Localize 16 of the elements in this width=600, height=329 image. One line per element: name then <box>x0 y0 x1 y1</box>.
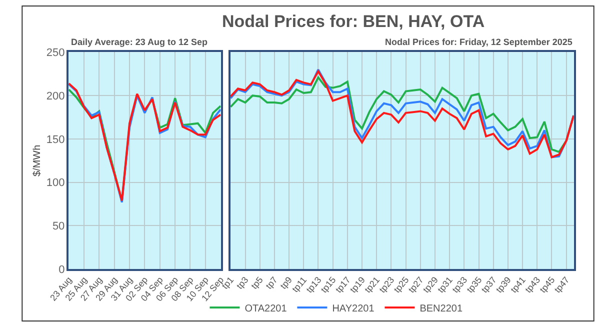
chart-subtitle: Daily Average: 23 Aug to 12 Sep <box>71 37 208 47</box>
legend-label: OTA2201 <box>244 303 288 314</box>
chart-subtitle: Nodal Prices for: Friday, 12 September 2025 <box>385 37 572 47</box>
legend-label: HAY2201 <box>332 303 375 314</box>
x-tick-label: tp7 <box>264 274 280 291</box>
y-tick-label: 250 <box>46 47 65 60</box>
y-axis-title: $/MWh <box>32 144 43 176</box>
x-tick-label: tp5 <box>249 274 265 291</box>
y-tick-label: 100 <box>46 177 65 190</box>
chart-title: Nodal Prices for: BEN, HAY, OTA <box>222 12 485 31</box>
y-tick-label: 0 <box>58 264 65 276</box>
legend-label: BEN2201 <box>420 303 463 314</box>
y-tick-label: 150 <box>46 134 65 146</box>
x-tick-label: tp3 <box>234 274 250 291</box>
y-tick-label: 50 <box>52 220 65 233</box>
y-tick-label: 200 <box>46 90 65 102</box>
